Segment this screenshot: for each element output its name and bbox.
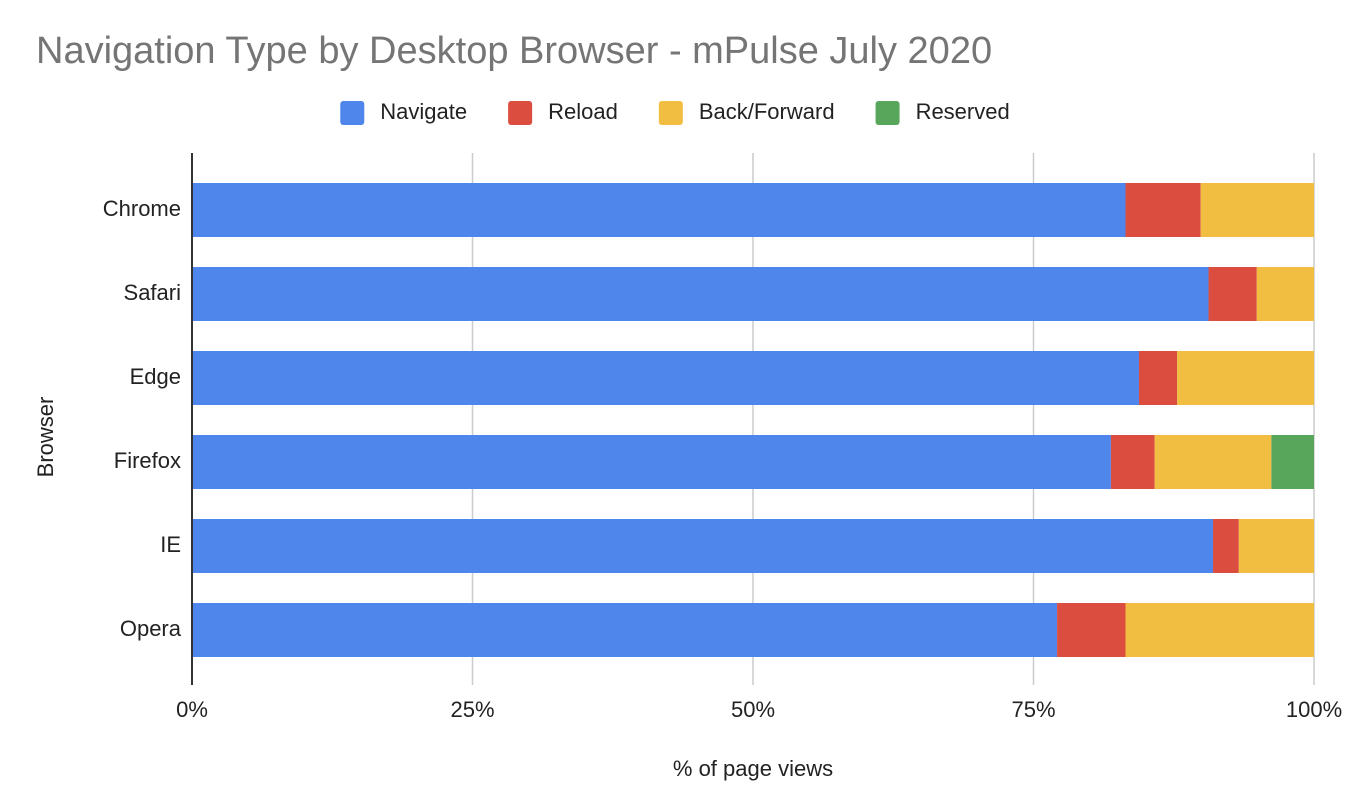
bar-segment bbox=[1208, 267, 1257, 321]
bar-segment bbox=[1110, 435, 1155, 489]
bar-segment bbox=[192, 351, 1139, 405]
y-tick-label: IE bbox=[160, 532, 181, 557]
bar-segment bbox=[192, 183, 1126, 237]
bar-segment bbox=[1138, 351, 1178, 405]
bar-segment bbox=[1256, 267, 1314, 321]
bar-segment bbox=[1177, 351, 1314, 405]
x-tick-label: 75% bbox=[1011, 697, 1055, 722]
bar-segment bbox=[1125, 183, 1201, 237]
bar-segment bbox=[1200, 183, 1314, 237]
y-tick-label: Edge bbox=[130, 364, 181, 389]
y-axis-title: Browser bbox=[33, 397, 58, 478]
legend-label: Back/Forward bbox=[699, 99, 835, 124]
legend-swatch bbox=[658, 101, 683, 125]
bar-segment bbox=[192, 603, 1058, 657]
x-axis-title: % of page views bbox=[673, 756, 833, 781]
x-tick-label: 100% bbox=[1286, 697, 1342, 722]
legend-swatch bbox=[340, 101, 365, 125]
bar-segment bbox=[1154, 435, 1272, 489]
y-tick-label: Chrome bbox=[103, 196, 181, 221]
legend-swatch bbox=[508, 101, 533, 125]
legend-label: Reload bbox=[548, 99, 618, 124]
legend-label: Navigate bbox=[380, 99, 467, 124]
bar-segment bbox=[192, 435, 1111, 489]
legend-swatch bbox=[875, 101, 900, 125]
y-tick-label: Opera bbox=[120, 616, 182, 641]
bar-segment bbox=[1271, 435, 1314, 489]
bar-segment bbox=[192, 267, 1209, 321]
bar-segment bbox=[1238, 519, 1314, 573]
bar-segment bbox=[1213, 519, 1239, 573]
bar-segment bbox=[1057, 603, 1126, 657]
bar-segment bbox=[1125, 603, 1314, 657]
y-tick-label: Safari bbox=[124, 280, 181, 305]
chart-title: Navigation Type by Desktop Browser - mPu… bbox=[36, 30, 992, 72]
x-tick-label: 50% bbox=[731, 697, 775, 722]
legend-label: Reserved bbox=[916, 99, 1010, 124]
x-tick-label: 25% bbox=[450, 697, 494, 722]
y-tick-label: Firefox bbox=[114, 448, 181, 473]
bar-segment bbox=[192, 519, 1214, 573]
x-tick-label: 0% bbox=[176, 697, 208, 722]
